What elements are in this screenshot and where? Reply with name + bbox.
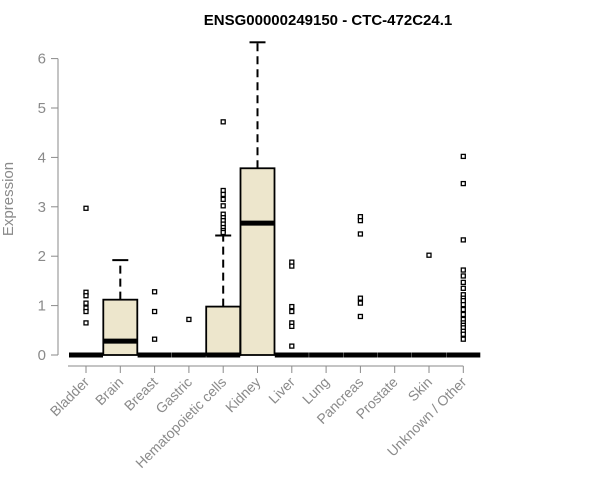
y-axis-label: Expression xyxy=(0,162,17,236)
outlier-point xyxy=(151,289,158,295)
box-kidney xyxy=(239,41,276,356)
box-hematopoietic-cells xyxy=(205,119,242,358)
outlier-point xyxy=(186,316,192,323)
x-tick-label: Bladder xyxy=(47,374,93,420)
y-tick-label: 2 xyxy=(38,248,46,265)
outlier-point xyxy=(83,308,89,315)
outlier-point xyxy=(357,231,364,237)
outlier-point xyxy=(460,273,466,279)
box-bladder xyxy=(69,205,103,358)
outlier-point xyxy=(460,285,466,291)
box-brain xyxy=(102,259,139,356)
box-liver xyxy=(274,259,309,358)
outlier-point xyxy=(357,300,364,306)
box-skin xyxy=(412,252,446,358)
outlier-point xyxy=(220,119,226,125)
y-tick-label: 0 xyxy=(38,347,46,364)
outlier-point xyxy=(460,267,466,273)
outlier-point xyxy=(83,320,89,326)
outlier-point xyxy=(83,293,89,299)
outlier-point xyxy=(220,196,226,203)
outlier-point xyxy=(83,205,89,211)
box-iqr xyxy=(102,298,139,356)
outlier-point xyxy=(426,252,432,258)
box-iqr xyxy=(239,167,276,356)
chart-title: ENSG00000249150 - CTC-472C24.1 xyxy=(204,12,452,29)
x-tick-label: Kidney xyxy=(222,374,264,416)
y-axis: 0 1 2 3 4 5 6 xyxy=(38,51,59,364)
outlier-point xyxy=(460,306,466,313)
box-series xyxy=(69,41,481,358)
outlier-point xyxy=(357,313,364,320)
y-tick-label: 1 xyxy=(38,298,46,315)
box-breast xyxy=(137,289,172,358)
outlier-point xyxy=(460,336,466,342)
outlier-point xyxy=(460,237,466,243)
outlier-point xyxy=(151,336,158,342)
outlier-point xyxy=(220,203,226,209)
outlier-point xyxy=(460,279,466,286)
outlier-point xyxy=(460,153,466,160)
box-gastric xyxy=(171,316,206,358)
outlier-point xyxy=(357,295,364,301)
box-iqr xyxy=(205,305,242,356)
y-tick-label: 5 xyxy=(38,100,46,117)
x-tick-label: Liver xyxy=(265,374,298,407)
outlier-point xyxy=(460,311,466,318)
outlier-point xyxy=(460,180,466,187)
outlier-point xyxy=(220,191,226,198)
outlier-point xyxy=(460,301,466,308)
outlier-point xyxy=(289,343,295,349)
x-tick-label: Skin xyxy=(405,374,436,405)
outlier-point xyxy=(289,308,295,315)
outlier-point xyxy=(289,263,295,269)
outlier-point xyxy=(289,323,295,329)
y-tick-label: 4 xyxy=(38,149,46,166)
box-pancreas xyxy=(343,214,378,358)
box-unknown-other xyxy=(446,153,481,358)
outlier-point xyxy=(83,300,89,306)
outlier-point xyxy=(151,308,158,315)
outlier-point xyxy=(460,331,466,337)
y-tick-label: 6 xyxy=(38,51,46,68)
outlier-point xyxy=(220,229,226,236)
y-tick-label: 3 xyxy=(38,199,46,216)
outlier-point xyxy=(357,217,364,224)
outlier-point xyxy=(289,303,295,310)
